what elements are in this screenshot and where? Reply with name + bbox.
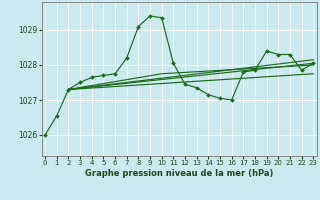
- X-axis label: Graphe pression niveau de la mer (hPa): Graphe pression niveau de la mer (hPa): [85, 169, 273, 178]
